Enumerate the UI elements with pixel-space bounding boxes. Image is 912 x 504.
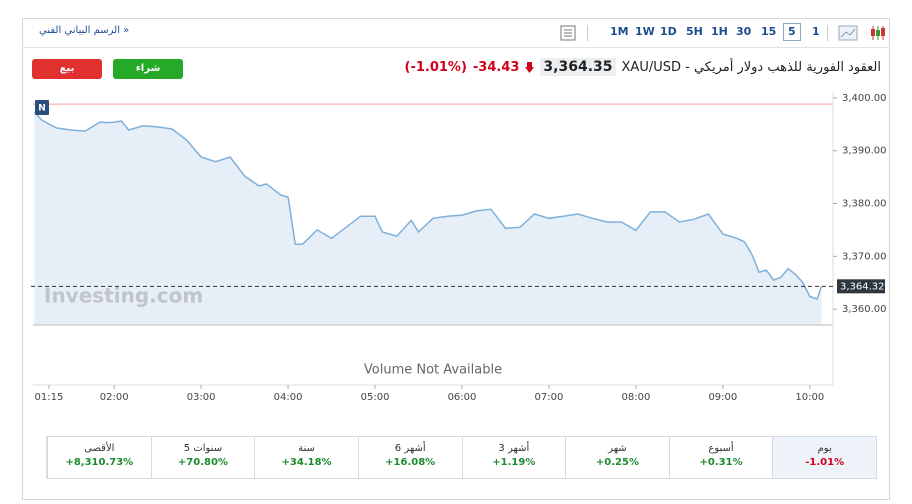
x-tick-label: 02:00 <box>100 392 129 403</box>
interval[interactable]: 30 <box>736 25 752 38</box>
performance-cell: 6 أشهر +16.08% <box>357 437 462 478</box>
separator <box>827 25 828 41</box>
change: -34.43 <box>472 59 520 75</box>
period: سنة <box>298 443 315 454</box>
y-tick-label: 3,370.00 <box>842 251 887 262</box>
period-change: +0.31% <box>699 457 743 468</box>
performance-cell: أسبوع +0.31% <box>668 437 773 478</box>
y-tick-label: 3,400.00 <box>842 93 887 104</box>
widget: الرسم البياني الفني » 1M 1W 1D 5H 1H 30 15 5 1 ب… <box>22 18 890 500</box>
badge-box <box>35 100 49 115</box>
interval[interactable]: 5 <box>783 23 801 41</box>
line-chart-icon[interactable] <box>838 25 858 41</box>
performance-table: يوم -1.01% أسبوع +0.31% شهر +0.25% 3 أشهر +1.19… <box>46 436 877 479</box>
x-tick-label: 04:00 <box>274 392 303 403</box>
price: 3,364.35 <box>540 58 616 76</box>
period: أسبوع <box>708 443 734 454</box>
period: شهر <box>608 443 627 454</box>
period-change: +0.25% <box>595 457 639 468</box>
y-tick-label: 3,360.00 <box>842 304 887 315</box>
period: يوم <box>817 443 832 454</box>
performance-cell: 5 سنوات +70.80% <box>150 437 255 478</box>
period-change: +16.08% <box>385 457 436 468</box>
candle-icon[interactable] <box>869 24 887 42</box>
interval[interactable]: 1M <box>610 25 629 38</box>
interval[interactable]: 1D <box>660 25 677 38</box>
performance-cell: الأقصى +8,310.73% <box>47 437 151 478</box>
x-tick-label: 06:00 <box>448 392 477 403</box>
interval[interactable]: 1H <box>711 25 728 38</box>
instrument-title: XAU/USD - العقود الفورية للذهب دولار أمر… <box>621 59 881 75</box>
x-tick-label: 09:00 <box>708 392 737 403</box>
buy-button[interactable]: شراء <box>113 59 183 79</box>
technical-chart-link[interactable]: الرسم البياني الفني » <box>39 25 130 36</box>
separator <box>587 25 588 41</box>
period: 6 أشهر <box>394 443 426 454</box>
period-change: +70.80% <box>177 457 228 468</box>
sell-button[interactable]: بيع <box>32 59 102 79</box>
period-change: +8,310.73% <box>65 457 134 468</box>
performance-cell: 3 أشهر +1.19% <box>461 437 566 478</box>
period: الأقصى <box>84 443 115 454</box>
x-tick-label: 01:15 <box>35 392 64 403</box>
headline: (-1.01%) -34.43 3,364.35 XAU/USD - العقو… <box>405 58 881 76</box>
watermark: Investing.com <box>44 284 203 308</box>
volume-note: Volume Not Available <box>364 363 502 378</box>
y-tick-label: 3,390.00 <box>842 146 887 157</box>
period: 3 أشهر <box>498 443 530 454</box>
down-arrow <box>525 61 535 73</box>
period-change: +34.18% <box>281 457 332 468</box>
table-icon[interactable] <box>560 25 576 41</box>
toolbar: الرسم البياني الفني » 1M 1W 1D 5H 1H 30 15 5 1 <box>23 19 889 48</box>
performance-cell: سنة +34.18% <box>254 437 358 478</box>
x-tick-label: 07:00 <box>535 392 564 403</box>
x-tick-label: 10:00 <box>795 392 824 403</box>
performance-cell: يوم -1.01% <box>772 437 876 478</box>
badge: N <box>38 104 46 114</box>
period-change: +1.19% <box>492 457 536 468</box>
y-tick-label: 3,380.00 <box>842 198 887 209</box>
interval[interactable]: 1W <box>635 25 655 38</box>
period: 5 سنوات <box>183 443 223 454</box>
period-change: -1.01% <box>805 457 845 468</box>
chart: Investing.com N Volume Not Available 3,360.… <box>31 92 887 403</box>
x-tick-label: 08:00 <box>621 392 650 403</box>
performance-cell: شهر +0.25% <box>565 437 669 478</box>
price-line <box>33 111 823 301</box>
x-tick-label: 03:00 <box>187 392 216 403</box>
current-price-box <box>837 279 885 294</box>
area-fill <box>34 112 822 325</box>
interval[interactable]: 1 <box>812 25 820 38</box>
x-tick-label: 05:00 <box>361 392 390 403</box>
interval[interactable]: 15 <box>761 25 777 38</box>
interval[interactable]: 5H <box>686 25 703 38</box>
current-price-label: 3,364.32 <box>840 281 885 292</box>
change-percent: (-1.01%) <box>404 59 467 75</box>
